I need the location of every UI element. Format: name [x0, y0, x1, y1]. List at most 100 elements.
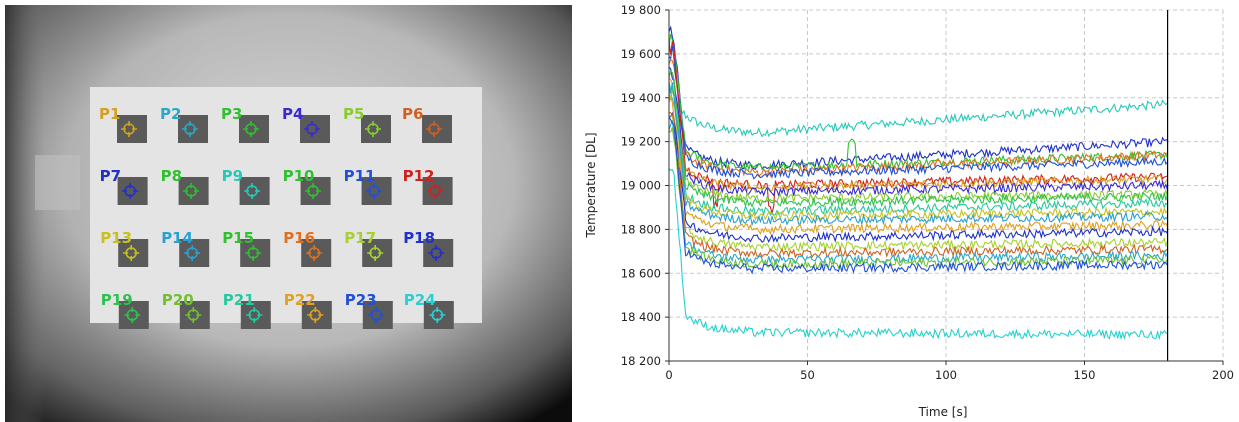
crosshair-lines [245, 245, 262, 261]
crosshair-lines [121, 121, 137, 137]
crosshair-lines [305, 183, 322, 199]
target-p1[interactable]: P1 [99, 105, 147, 143]
target-label: P20 [162, 291, 194, 309]
chart-axes: 0 50 100 150 200 18 200 18 400 18 600 18 800 19 0… [621, 3, 1234, 382]
x-tick-label: 100 [935, 368, 957, 382]
target-p3[interactable]: P3 [221, 105, 269, 143]
thermal-object-left [35, 155, 80, 210]
target-label: P2 [160, 105, 181, 123]
y-tick-label: 19 800 [621, 3, 661, 17]
target-label: P16 [283, 229, 315, 247]
crosshair-lines [306, 245, 323, 261]
target-patch [118, 301, 149, 329]
y-tick-label: 18 800 [621, 222, 661, 236]
series-line [668, 81, 1168, 217]
target-p16[interactable]: P16 [283, 229, 332, 267]
target-p9[interactable]: P9 [222, 167, 270, 205]
crosshair-lines [428, 245, 445, 261]
crosshair-lines [429, 307, 446, 323]
thermal-image-view: P1 P2 P3 P4 P5 P6 P7 P8 P9 P10 P11 P12 P13 P14 P15 P16 P… [5, 5, 572, 422]
target-p21[interactable]: P21 [223, 291, 271, 329]
target-label: P15 [222, 229, 254, 247]
target-p15[interactable]: P15 [222, 229, 271, 267]
target-label: P13 [100, 229, 132, 247]
crosshair-lines [365, 121, 381, 137]
target-label: P18 [403, 229, 435, 247]
target-label: P24 [404, 291, 436, 309]
target-p8[interactable]: P8 [161, 167, 209, 205]
target-label: P11 [344, 167, 376, 185]
series-line [668, 25, 1168, 170]
target-label: P7 [100, 167, 121, 185]
crosshair-lines [124, 307, 141, 323]
target-patch [362, 301, 393, 329]
crosshair-lines [427, 183, 444, 199]
y-tick-label: 18 200 [621, 354, 661, 368]
crosshair-lines [183, 183, 200, 199]
crosshair-lines [122, 183, 139, 199]
target-p22[interactable]: P22 [284, 291, 332, 329]
target-label: P10 [283, 167, 315, 185]
target-patch [179, 301, 210, 329]
series-line [668, 120, 1169, 266]
series-line [668, 33, 1169, 172]
series-line [668, 59, 1168, 178]
target-p4[interactable]: P4 [282, 105, 330, 143]
crosshair-lines [366, 183, 383, 199]
target-p19[interactable]: P19 [101, 291, 149, 329]
crosshair-lines [368, 307, 385, 323]
target-label: P19 [101, 291, 133, 309]
target-p23[interactable]: P23 [345, 291, 393, 329]
series-line [668, 94, 1169, 138]
target-p20[interactable]: P20 [162, 291, 210, 329]
crosshair-lines [244, 183, 261, 199]
target-p12[interactable]: P12 [403, 167, 453, 205]
target-p5[interactable]: P5 [343, 105, 391, 143]
target-patch [240, 301, 271, 329]
target-label: P17 [344, 229, 376, 247]
temperature-chart: 0 50 100 150 200 18 200 18 400 18 600 18 800 19 0… [584, 3, 1234, 419]
series-line [668, 111, 1168, 259]
target-p2[interactable]: P2 [160, 105, 208, 143]
target-label: P12 [403, 167, 435, 185]
crosshair-lines [307, 307, 324, 323]
target-label: P1 [99, 105, 120, 123]
series-line [668, 127, 1169, 270]
series-line [668, 116, 1169, 275]
series-line [668, 95, 1169, 222]
y-tick-label: 19 000 [621, 179, 661, 193]
measurement-targets: P1 P2 P3 P4 P5 P6 P7 P8 P9 P10 P11 P12 P13 P14 P15 P16 P… [99, 105, 454, 329]
target-p10[interactable]: P10 [283, 167, 331, 205]
y-axis-label: Temperature [DL] [584, 132, 598, 238]
target-p13[interactable]: P13 [100, 229, 149, 267]
target-p17[interactable]: P17 [344, 229, 393, 267]
target-p6[interactable]: P6 [402, 105, 452, 143]
crosshair-lines [185, 307, 202, 323]
target-patch [423, 301, 454, 329]
crosshair-lines [123, 245, 140, 261]
target-p11[interactable]: P11 [344, 167, 392, 205]
target-p18[interactable]: P18 [403, 229, 454, 267]
series-line [668, 45, 1169, 180]
crosshair-lines [243, 121, 259, 137]
target-label: P21 [223, 291, 255, 309]
target-p14[interactable]: P14 [161, 229, 210, 267]
target-p7[interactable]: P7 [100, 167, 148, 205]
series-line [668, 96, 1169, 235]
x-tick-label: 50 [800, 368, 815, 382]
series-line [668, 66, 1169, 198]
target-label: P4 [282, 105, 303, 123]
x-tick-label: 200 [1212, 368, 1234, 382]
target-label: P9 [222, 167, 243, 185]
target-p24[interactable]: P24 [404, 291, 454, 329]
crosshair-lines [304, 121, 320, 137]
y-tick-label: 19 200 [621, 135, 661, 149]
crosshair-lines [367, 245, 384, 261]
x-tick-label: 0 [665, 368, 672, 382]
crosshair-lines [184, 245, 201, 261]
y-tick-label: 18 600 [621, 266, 661, 280]
chart-series [668, 25, 1169, 341]
target-label: P3 [221, 105, 242, 123]
series-line [668, 70, 1169, 209]
series-line [668, 111, 1169, 243]
